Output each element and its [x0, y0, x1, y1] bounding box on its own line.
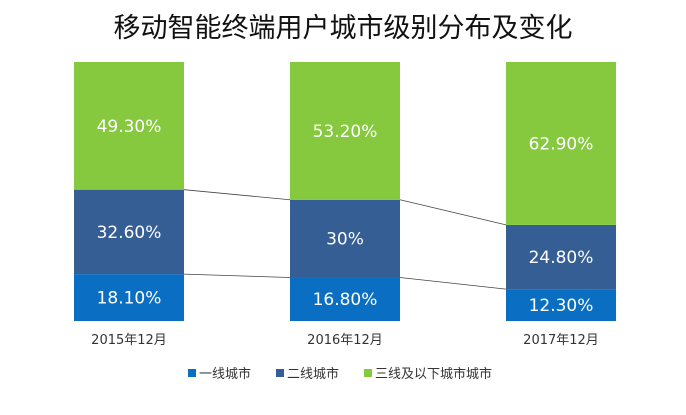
legend-swatch [276, 369, 284, 377]
legend-swatch [188, 369, 196, 377]
legend-label: 三线及以下城市城市 [375, 366, 492, 382]
connector-line [183, 189, 291, 201]
bar-1-2 [290, 277, 400, 321]
bar-3-3 [506, 62, 616, 225]
data-label: 62.90% [529, 134, 594, 154]
bar-2-2 [290, 199, 400, 278]
connector-line [399, 277, 507, 290]
data-label: 12.30% [529, 296, 594, 316]
x-axis-ticks: 2015年12月 2016年12月 2017年12月 [91, 333, 599, 348]
bar-1-1 [74, 274, 184, 321]
legend: 一线城市 二线城市 三线及以下城市城市 [188, 366, 492, 382]
bar-2-3 [506, 224, 616, 290]
x-tick-label: 2017年12月 [523, 333, 599, 348]
data-label: 32.60% [97, 223, 162, 243]
data-label: 30% [326, 230, 364, 250]
data-label: 53.20% [313, 122, 378, 142]
bar-3-2 [290, 62, 400, 200]
connector-line [183, 273, 291, 278]
x-tick-label: 2016年12月 [307, 333, 383, 348]
legend-label: 二线城市 [287, 366, 339, 382]
x-tick-label: 2015年12月 [91, 333, 167, 348]
legend-swatch [364, 369, 372, 377]
data-label: 49.30% [97, 117, 162, 137]
connector-line [399, 199, 507, 226]
data-label: 18.10% [97, 289, 162, 309]
legend-label: 一线城市 [199, 366, 251, 382]
chart-title: 移动智能终端用户城市级别分布及变化 [114, 13, 573, 44]
bar-2-1 [74, 189, 184, 275]
connector-lines [183, 189, 507, 290]
bar-1-3 [506, 289, 616, 321]
data-label: 16.80% [313, 290, 378, 310]
bars: 18.10% 32.60% 49.30% 16.80% 30% 53.20% 12.30% 2… [74, 62, 616, 321]
bar-3-1 [74, 62, 184, 190]
data-label: 24.80% [529, 248, 594, 268]
